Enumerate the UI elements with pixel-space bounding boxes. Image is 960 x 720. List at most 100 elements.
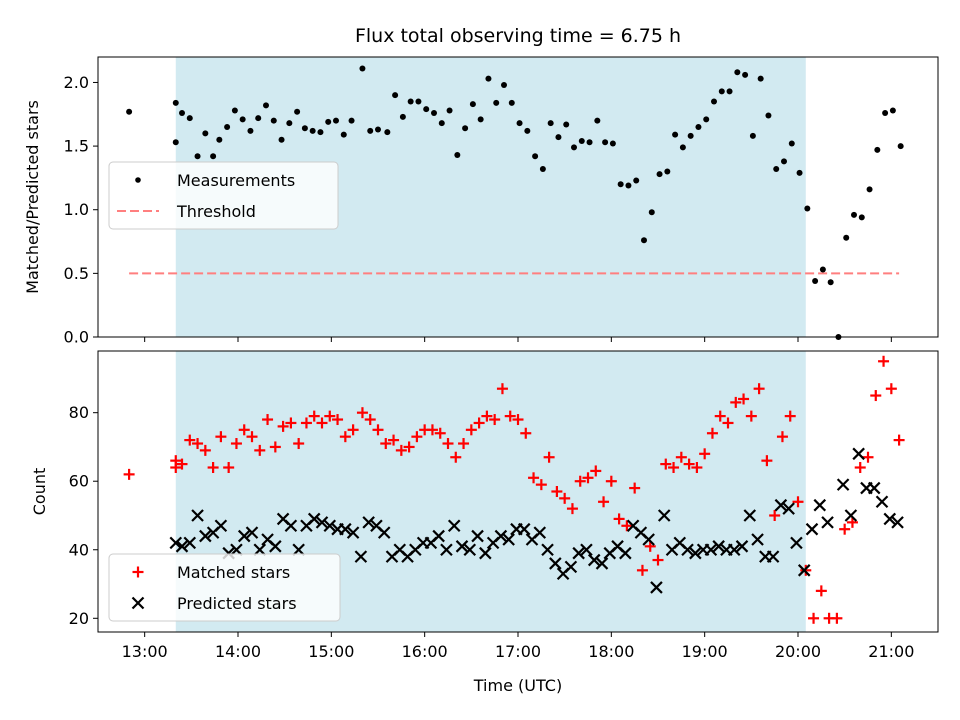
measurement-point [827, 279, 834, 286]
measurement-point [224, 124, 231, 130]
cross-stroke [751, 533, 764, 546]
cross-stroke [175, 540, 189, 553]
predicted-star-point [642, 533, 655, 546]
measurement-point [384, 129, 391, 136]
predicted-star-point [712, 540, 725, 553]
matched-star-point [668, 462, 680, 474]
predicted-star-point [284, 519, 298, 533]
measurement-point [672, 131, 679, 138]
matched-star-point [254, 444, 266, 456]
cross-stroke [199, 529, 212, 543]
matched-star-point [792, 496, 804, 508]
matched-star-point [543, 451, 555, 463]
predicted-star-point [751, 533, 764, 546]
cross-stroke [782, 502, 795, 515]
predicted-star-point [455, 540, 469, 553]
matched-star-point [761, 455, 773, 467]
matched-star-point [621, 520, 633, 532]
matched-star-point [722, 417, 734, 429]
matched-star-point [246, 431, 258, 443]
cross-stroke [875, 495, 889, 509]
matched-star-point [215, 431, 227, 443]
predicted-star-point [727, 543, 741, 557]
matched-star-point [714, 410, 726, 422]
measurement-point [866, 186, 873, 193]
predicted-star-point [883, 512, 897, 526]
predicted-star-point [479, 546, 492, 560]
y-tick-label: 80 [69, 403, 89, 422]
legend-label: Predicted stars [177, 594, 297, 613]
predicted-star-point [494, 529, 508, 543]
matched-star-point [738, 393, 750, 405]
cross-stroke [634, 526, 648, 539]
cross-stroke [541, 543, 554, 557]
cross-stroke [587, 553, 601, 567]
predicted-star-point [292, 543, 305, 557]
measurement-point [563, 121, 570, 128]
matched-star-point [683, 458, 695, 470]
measurement-point [625, 182, 632, 189]
measurement-point [270, 117, 277, 124]
cross-stroke [253, 543, 267, 557]
bottom-axis-ticks: 20 40 60 80 13:00 14:00 15:00 16:00 17:00 18:00 19… [69, 403, 915, 661]
measurement-point [172, 139, 179, 146]
matched-star-point [846, 516, 858, 528]
matched-star-point [238, 424, 250, 436]
matched-star-point [465, 424, 477, 436]
matched-star-point [426, 424, 438, 436]
predicted-star-point [852, 447, 865, 461]
x-tick-label: 18:00 [588, 642, 634, 661]
predicted-star-point [447, 519, 461, 533]
matched-star-point [769, 509, 781, 521]
cross-stroke [790, 536, 803, 550]
measurement-point [392, 92, 399, 99]
cross-stroke [580, 543, 593, 557]
matched-star-point [442, 438, 454, 450]
measurement-point [194, 153, 201, 160]
matched-star-point [262, 414, 274, 426]
predicted-star-point [315, 516, 329, 529]
measurement-point [812, 278, 819, 284]
cross-stroke [292, 543, 305, 557]
predicted-star-point [307, 512, 321, 526]
matched-star-point [403, 441, 415, 453]
matched-star-point [184, 434, 196, 446]
predicted-star-point [681, 543, 694, 557]
measurement-point [247, 127, 254, 134]
cross-stroke [852, 447, 865, 461]
matched-star-point [192, 438, 204, 450]
predicted-star-point [237, 529, 251, 543]
cross-stroke [362, 516, 375, 529]
cross-stroke [447, 519, 461, 533]
measurement-point [294, 108, 301, 115]
x-tick-label: 17:00 [495, 642, 541, 661]
matched-star-point [395, 444, 407, 456]
measurement-point [367, 127, 374, 134]
measurement-point [594, 117, 601, 124]
cross-stroke [276, 512, 290, 526]
matched-star-point [893, 434, 905, 446]
measurement-point [508, 99, 515, 106]
predicted-star-point [836, 478, 850, 491]
matched-star-point [582, 472, 594, 484]
cross-stroke [797, 564, 811, 577]
measurement-point [477, 116, 484, 123]
measurement-point [186, 115, 193, 122]
cross-stroke [595, 557, 609, 570]
predicted-star-point [766, 550, 780, 563]
cross-stroke [727, 543, 741, 557]
measurement-point [788, 140, 795, 147]
cross-stroke [619, 546, 632, 560]
predicted-star-point [541, 543, 554, 557]
matched-star-point [590, 465, 602, 477]
measurement-point [609, 140, 616, 147]
predicted-star-point [502, 533, 515, 546]
matched-star-point [285, 417, 297, 429]
predicted-star-point [471, 529, 484, 543]
measurement-point [851, 211, 857, 218]
top-legend: Measurements Threshold [108, 161, 339, 230]
matched-star-point [660, 458, 672, 470]
x-axis-label: Time (UTC) [473, 676, 562, 695]
cross-stroke [354, 550, 368, 563]
measurement-point [359, 65, 366, 72]
